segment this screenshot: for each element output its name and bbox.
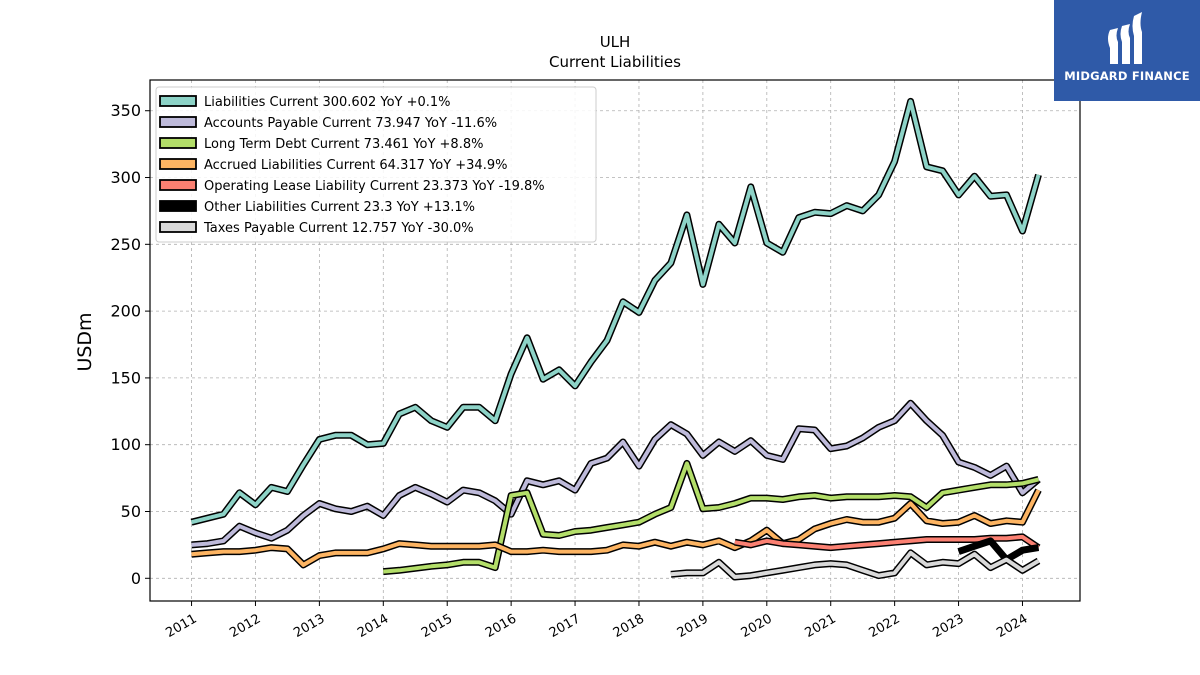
legend-box bbox=[155, 86, 597, 243]
legend-entry: Accrued Liabilities Current 64.317 YoY +… bbox=[159, 158, 507, 173]
legend-swatch bbox=[159, 95, 197, 107]
series-stroke bbox=[957, 538, 1039, 562]
series-stroke bbox=[191, 401, 1040, 547]
series-stroke bbox=[191, 99, 1041, 525]
series-layer bbox=[190, 97, 1042, 581]
series-line bbox=[383, 459, 1040, 576]
series-line bbox=[670, 549, 1041, 581]
y-tick-label: 100 bbox=[110, 435, 141, 454]
legend-entry: Long Term Debt Current 73.461 YoY +8.8% bbox=[159, 137, 483, 152]
brand-name: MIDGARD FINANCE bbox=[1064, 69, 1190, 83]
legend-swatch bbox=[159, 200, 197, 212]
legend-swatch bbox=[159, 116, 197, 128]
y-tick-label: 350 bbox=[110, 101, 141, 120]
y-tick-label: 0 bbox=[131, 569, 141, 588]
legend-label: Accounts Payable Current 73.947 YoY -11.… bbox=[204, 116, 497, 131]
legend-label: Operating Lease Liability Current 23.373… bbox=[204, 179, 545, 194]
series-outline bbox=[383, 459, 1040, 576]
series-stroke bbox=[191, 489, 1041, 567]
y-tick-label: 50 bbox=[121, 502, 141, 521]
x-tick-label: 2024 bbox=[994, 611, 1030, 641]
series-outline bbox=[670, 549, 1041, 581]
y-tick-label: 150 bbox=[110, 368, 141, 387]
legend: Liabilities Current 300.602 YoY +0.1% Acc… bbox=[155, 86, 597, 243]
y-tick-label: 200 bbox=[110, 302, 141, 321]
chart-title: ULH bbox=[600, 33, 631, 51]
x-tick-label: 2013 bbox=[291, 611, 327, 641]
legend-swatch bbox=[159, 221, 197, 233]
legend-label: Taxes Payable Current 12.757 YoY -30.0% bbox=[203, 221, 474, 236]
brand-logo: MIDGARD FINANCE bbox=[1054, 0, 1200, 101]
legend-label: Liabilities Current 300.602 YoY +0.1% bbox=[204, 95, 451, 110]
legend-label: Long Term Debt Current 73.461 YoY +8.8% bbox=[204, 137, 483, 152]
x-tick-label: 2023 bbox=[930, 611, 966, 641]
x-tick-label: 2022 bbox=[866, 611, 902, 641]
x-tick-label: 2015 bbox=[419, 611, 455, 641]
brand-mark-icon bbox=[1108, 12, 1142, 64]
legend-entry: Accounts Payable Current 73.947 YoY -11.… bbox=[159, 116, 497, 131]
legend-swatch bbox=[159, 158, 197, 170]
plot-frame bbox=[149, 79, 1081, 602]
y-axis-label: USDm bbox=[74, 312, 96, 371]
legend-label: Other Liabilities Current 23.3 YoY +13.1… bbox=[204, 200, 475, 215]
series-line bbox=[191, 488, 1042, 569]
x-tick-label: 2012 bbox=[227, 611, 263, 641]
x-tick-label: 2019 bbox=[675, 611, 711, 641]
legend-swatch bbox=[159, 137, 197, 149]
x-tick-label: 2020 bbox=[739, 611, 775, 641]
x-tick-label: 2011 bbox=[163, 611, 199, 641]
legend-entry: Taxes Payable Current 12.757 YoY -30.0% bbox=[159, 221, 474, 236]
y-tick-label: 250 bbox=[110, 235, 141, 254]
x-tick-label: 2014 bbox=[355, 611, 391, 641]
legend-entry: Other Liabilities Current 23.3 YoY +13.1… bbox=[159, 200, 475, 215]
x-tick-label: 2021 bbox=[803, 611, 839, 641]
x-tick-label: 2016 bbox=[483, 611, 519, 641]
y-tick-label: 300 bbox=[110, 168, 141, 187]
chart-subtitle: Current Liabilities bbox=[549, 53, 681, 71]
legend-label: Accrued Liabilities Current 64.317 YoY +… bbox=[204, 158, 507, 173]
series-line bbox=[190, 97, 1042, 526]
series-line bbox=[957, 537, 1040, 564]
legend-entry: Liabilities Current 300.602 YoY +0.1% bbox=[159, 95, 451, 110]
legend-entry: Operating Lease Liability Current 23.373… bbox=[159, 179, 545, 194]
series-stroke bbox=[383, 461, 1039, 574]
x-tick-label: 2018 bbox=[611, 611, 647, 641]
x-tick-label: 2017 bbox=[547, 611, 583, 641]
series-stroke bbox=[670, 550, 1040, 579]
series-line bbox=[191, 399, 1041, 549]
legend-swatch bbox=[159, 179, 197, 191]
